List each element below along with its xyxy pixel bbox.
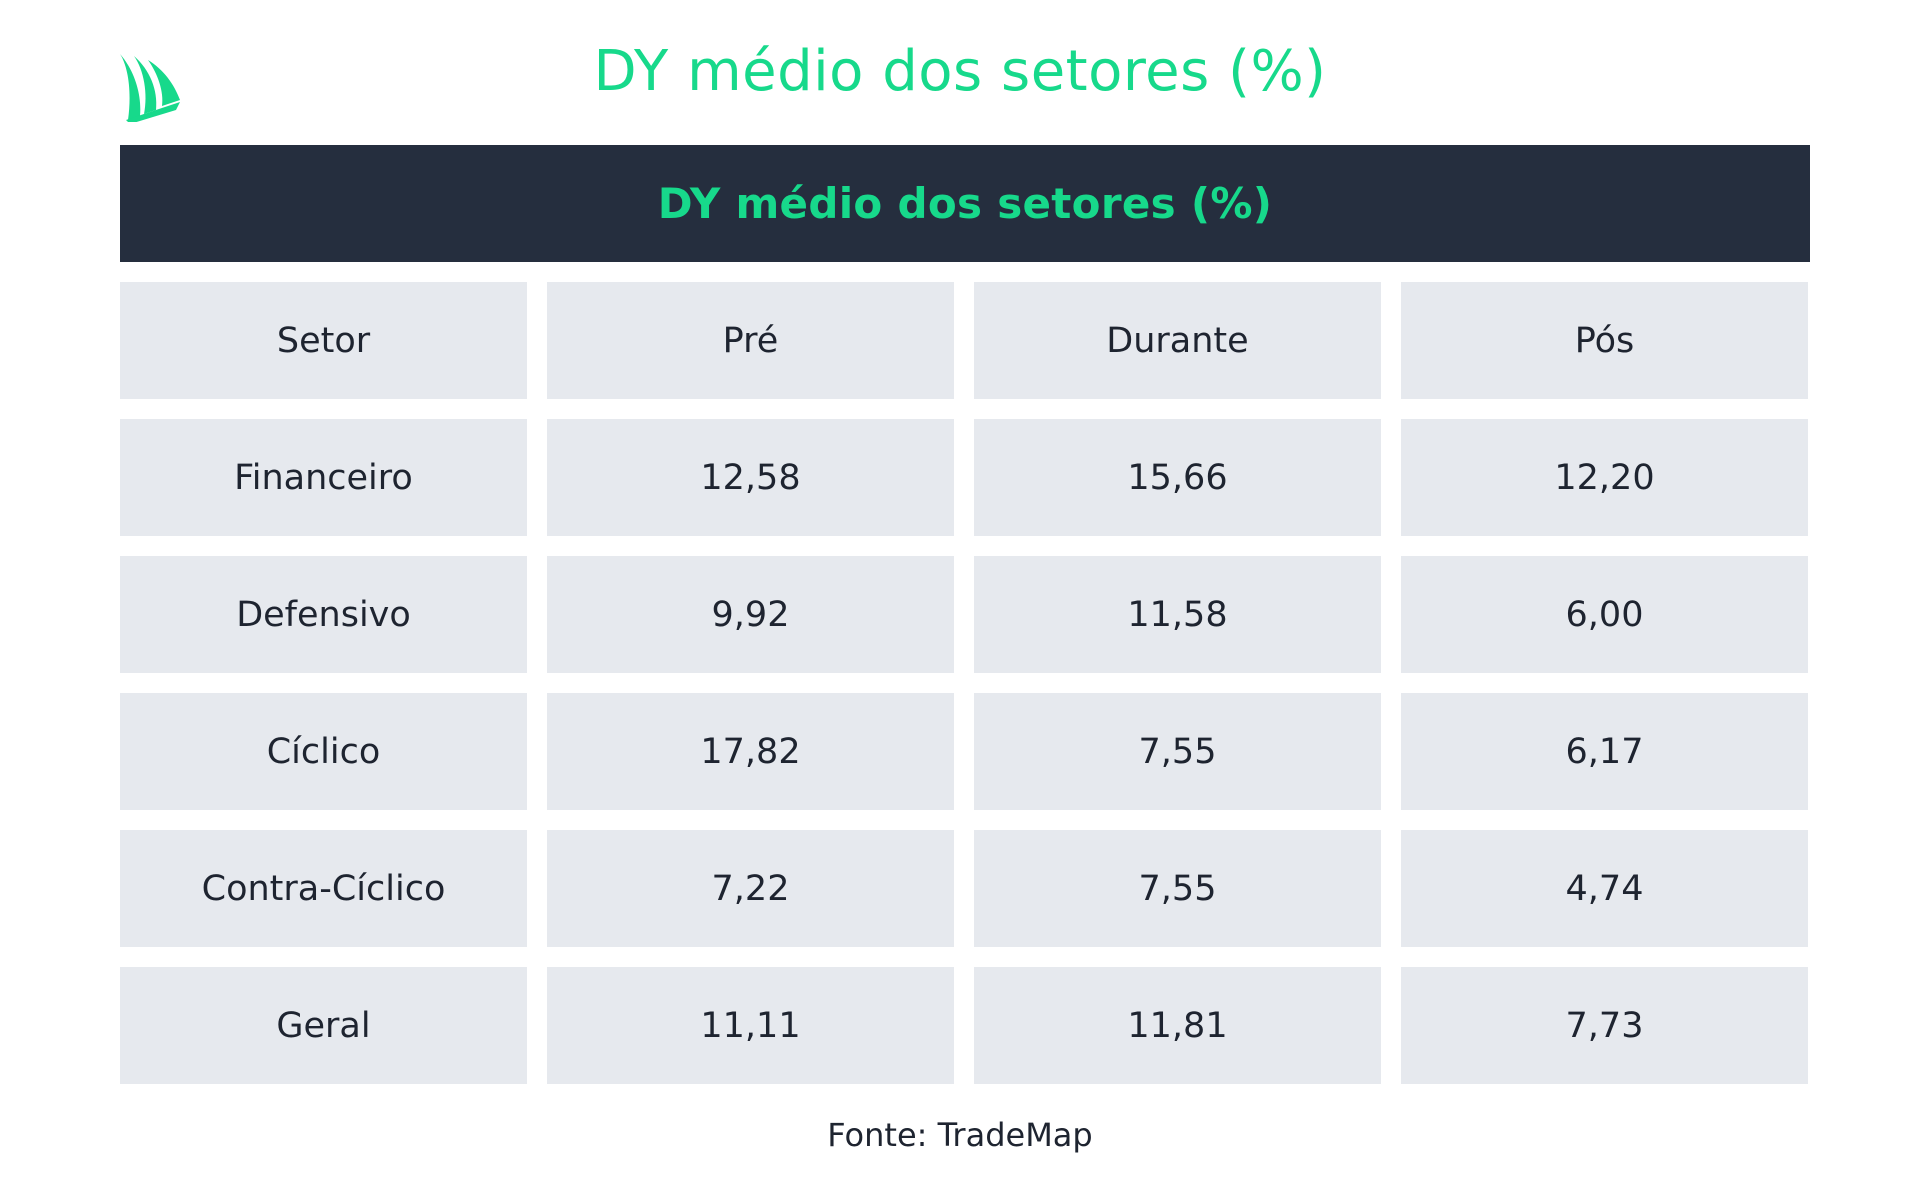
table-cell-value: 7,55: [974, 693, 1381, 810]
table-cell-sector: Geral: [120, 967, 527, 1084]
column-header-setor: Setor: [120, 282, 527, 399]
table-cell-value: 6,00: [1401, 556, 1808, 673]
table-cell-value: 7,55: [974, 830, 1381, 947]
data-table: Setor Pré Durante Pós Financeiro 12,58 1…: [120, 282, 1810, 1084]
table-cell-value: 17,82: [547, 693, 954, 810]
table-cell-value: 11,81: [974, 967, 1381, 1084]
table-cell-value: 12,58: [547, 419, 954, 536]
table-cell-sector: Cíclico: [120, 693, 527, 810]
sail-logo-icon: [118, 52, 184, 124]
table-title: DY médio dos setores (%): [657, 179, 1273, 228]
table-cell-sector: Financeiro: [120, 419, 527, 536]
table-cell-value: 7,73: [1401, 967, 1808, 1084]
table-cell-value: 11,58: [974, 556, 1381, 673]
table-cell-value: 12,20: [1401, 419, 1808, 536]
table-cell-sector: Defensivo: [120, 556, 527, 673]
table-cell-value: 15,66: [974, 419, 1381, 536]
table-cell-sector: Contra-Cíclico: [120, 830, 527, 947]
column-header-pre: Pré: [547, 282, 954, 399]
table-title-bar: DY médio dos setores (%): [120, 145, 1810, 262]
table-cell-value: 6,17: [1401, 693, 1808, 810]
table-cell-value: 7,22: [547, 830, 954, 947]
column-header-pos: Pós: [1401, 282, 1808, 399]
source-note: Fonte: TradeMap: [827, 1116, 1093, 1154]
page-title: DY médio dos setores (%): [593, 39, 1327, 104]
table-cell-value: 9,92: [547, 556, 954, 673]
table-cell-value: 4,74: [1401, 830, 1808, 947]
column-header-durante: Durante: [974, 282, 1381, 399]
table-cell-value: 11,11: [547, 967, 954, 1084]
